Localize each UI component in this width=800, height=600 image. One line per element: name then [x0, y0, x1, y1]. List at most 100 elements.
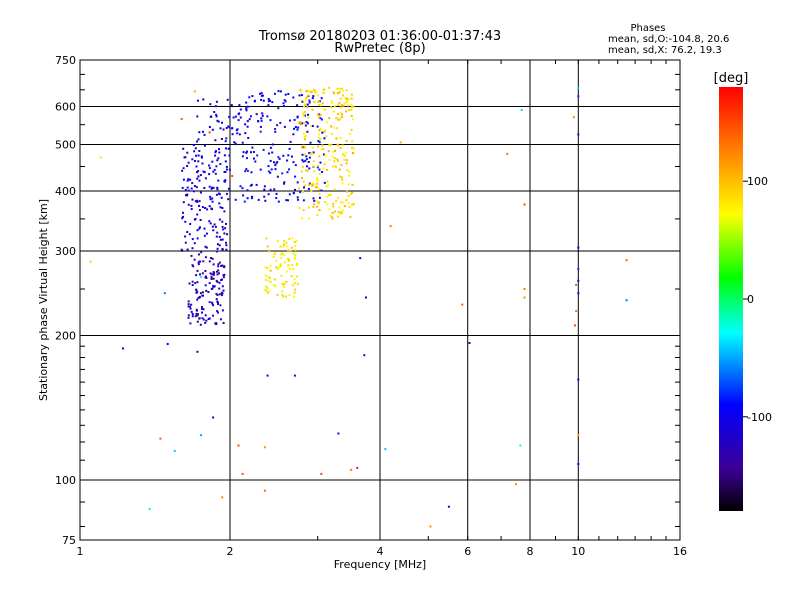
cluster-point — [222, 228, 225, 231]
cluster-point — [184, 220, 187, 223]
scatter-point — [337, 432, 340, 435]
cluster-point — [352, 118, 354, 121]
cluster-point — [308, 156, 311, 159]
cluster-point — [214, 105, 217, 108]
cluster-point — [347, 98, 350, 101]
y-axis-label: Stationary phase Virtual Height [km] — [37, 199, 50, 401]
cluster-point — [328, 208, 331, 211]
cluster-point — [195, 165, 198, 168]
cluster-point — [346, 159, 348, 162]
cluster-point — [260, 94, 263, 97]
cluster-point — [319, 104, 322, 107]
cluster-point — [241, 187, 244, 190]
cluster-point — [290, 275, 293, 278]
cluster-point — [208, 301, 211, 304]
cluster-point — [350, 108, 353, 111]
cluster-point — [345, 89, 348, 92]
cluster-point — [317, 164, 320, 167]
cluster-point — [201, 311, 203, 314]
cluster-point — [318, 116, 321, 119]
cluster-point — [269, 264, 272, 267]
cluster-point — [291, 237, 294, 240]
cluster-point — [219, 238, 222, 241]
cluster-point — [215, 115, 218, 118]
scatter-point — [461, 303, 464, 306]
cluster-point — [302, 114, 305, 117]
cluster-point — [280, 275, 283, 277]
grid-lines — [80, 60, 680, 540]
cluster-point — [221, 225, 224, 228]
cluster-point — [281, 172, 284, 175]
cluster-point — [294, 245, 297, 247]
cluster-point — [250, 183, 253, 186]
cluster-point — [314, 91, 317, 94]
cluster-point — [305, 90, 308, 93]
cluster-point — [273, 188, 276, 191]
cluster-point — [279, 264, 282, 267]
cluster-point — [321, 131, 324, 134]
cluster-point — [182, 211, 184, 214]
cluster-point — [212, 263, 215, 266]
cluster-point — [267, 291, 270, 294]
cluster-point — [318, 141, 321, 144]
cluster-point — [320, 148, 323, 151]
cluster-point — [230, 104, 233, 107]
cluster-point — [307, 161, 310, 163]
cluster-point — [338, 206, 341, 209]
cluster-point — [245, 109, 248, 112]
cluster-point — [224, 140, 227, 143]
cluster-point — [342, 104, 345, 107]
cluster-point — [298, 121, 301, 124]
cluster-point — [339, 213, 341, 216]
scatter-point — [363, 354, 366, 357]
cluster-point — [192, 190, 195, 193]
cluster-point — [282, 154, 285, 157]
cluster-point — [302, 199, 305, 202]
cluster-point — [216, 280, 219, 283]
cluster-point — [242, 194, 245, 197]
cluster-point — [215, 235, 218, 238]
cluster-point — [321, 171, 324, 173]
chart-title: Tromsø 20180203 01:36:00-01:37:43 — [258, 29, 501, 44]
cluster-point — [297, 283, 300, 286]
cluster-point — [221, 248, 224, 251]
cluster-point — [195, 309, 198, 312]
cluster-point — [186, 193, 189, 196]
cluster-point — [328, 117, 331, 120]
cluster-point — [196, 269, 199, 272]
cluster-point — [320, 189, 323, 192]
cluster-point — [283, 99, 286, 102]
cluster-point — [294, 248, 297, 251]
cluster-point — [218, 235, 221, 238]
cluster-point — [317, 94, 319, 97]
cluster-point — [251, 197, 253, 200]
cluster-point — [275, 192, 278, 195]
cluster-point — [318, 104, 320, 107]
cluster-point — [181, 249, 184, 252]
cluster-point — [211, 160, 214, 163]
cluster-point — [216, 300, 219, 303]
cluster-point — [281, 252, 284, 255]
cluster-point — [216, 273, 219, 276]
cluster-point — [340, 106, 343, 109]
cluster-point — [345, 162, 348, 165]
cluster-point — [250, 171, 253, 174]
cluster-point — [340, 201, 343, 204]
cluster-point — [320, 97, 323, 100]
cluster-point — [321, 118, 323, 121]
cluster-point — [300, 99, 303, 102]
cluster-point — [351, 140, 354, 143]
cluster-point — [326, 203, 329, 206]
cluster-point — [294, 288, 296, 291]
cluster-point — [266, 267, 269, 269]
cluster-point — [285, 295, 287, 298]
cluster-point — [269, 280, 272, 283]
cluster-point — [218, 148, 220, 151]
cluster-point — [278, 157, 281, 160]
cluster-point — [285, 242, 288, 245]
cluster-point — [218, 272, 220, 275]
cluster-point — [222, 128, 225, 131]
cluster-point — [248, 118, 251, 121]
cluster-point — [204, 276, 207, 279]
cluster-point — [321, 144, 324, 147]
